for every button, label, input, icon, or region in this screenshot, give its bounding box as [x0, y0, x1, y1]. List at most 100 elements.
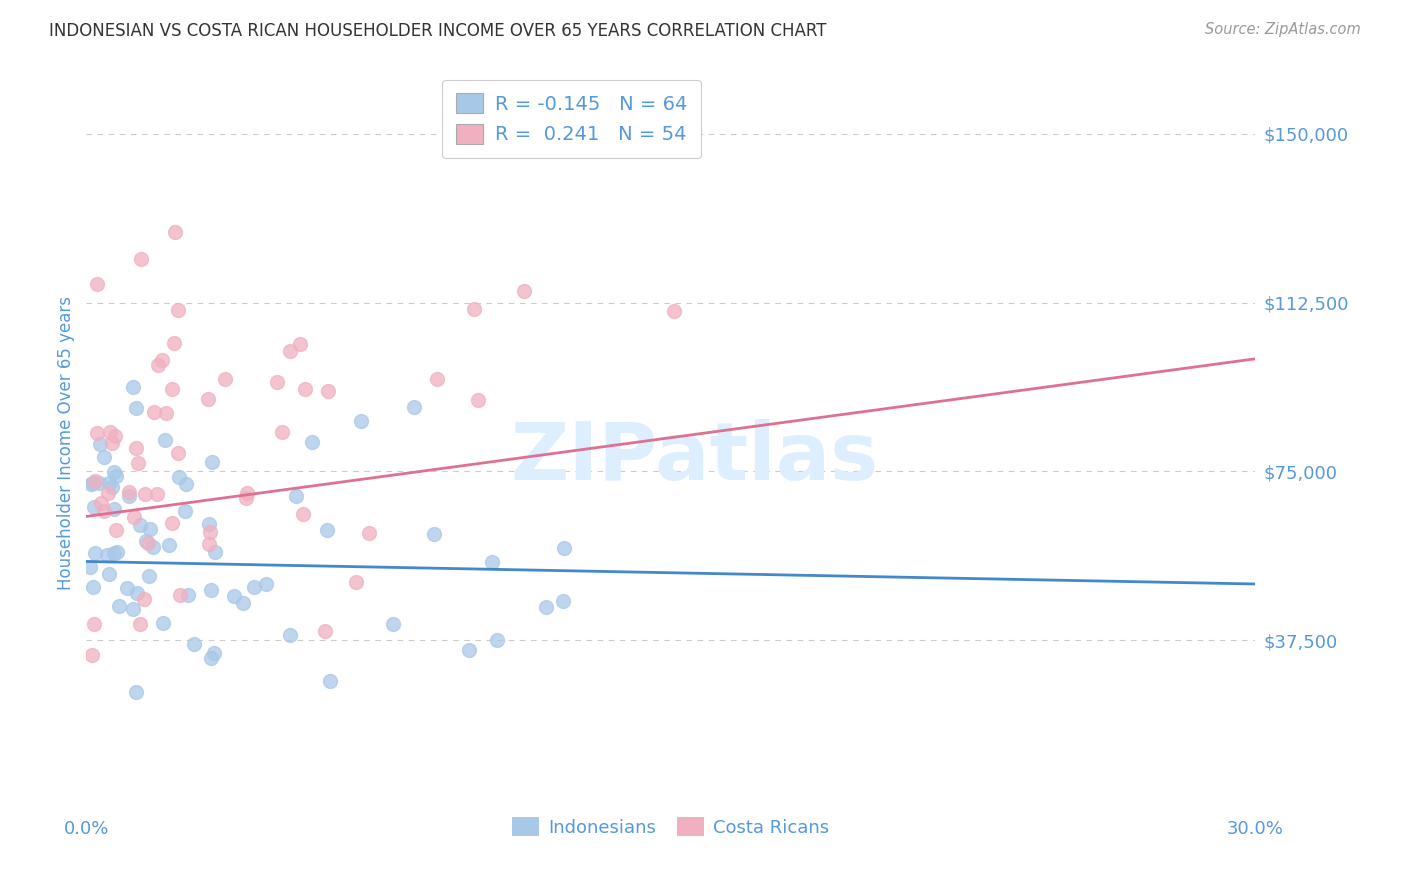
Point [103, 466, 125, 480]
Point [146, 487, 169, 501]
Point [457, 643, 479, 657]
Point [344, 574, 367, 589]
Point [224, 589, 246, 603]
Point [82, 476, 104, 491]
Point [534, 599, 557, 614]
Point [93, 503, 115, 517]
Point [314, 624, 336, 639]
Point [157, 538, 180, 552]
Point [80, 476, 103, 491]
Point [160, 516, 183, 530]
Point [236, 485, 259, 500]
Point [198, 524, 221, 539]
Point [135, 533, 157, 548]
Point [197, 516, 219, 531]
Point [118, 485, 141, 500]
Point [122, 380, 145, 394]
Point [278, 343, 301, 358]
Point [166, 446, 188, 460]
Point [138, 568, 160, 582]
Legend: Indonesians, Costa Ricans: Indonesians, Costa Ricans [505, 810, 837, 844]
Point [292, 507, 315, 521]
Point [467, 393, 489, 408]
Point [301, 435, 323, 450]
Point [136, 535, 159, 549]
Point [96, 549, 118, 563]
Point [79, 560, 101, 574]
Point [104, 429, 127, 443]
Point [125, 401, 148, 416]
Point [285, 489, 308, 503]
Point [142, 541, 165, 555]
Point [232, 596, 254, 610]
Point [98, 566, 121, 581]
Point [98, 475, 121, 490]
Point [315, 523, 337, 537]
Point [86, 425, 108, 440]
Point [83, 617, 105, 632]
Point [80, 648, 103, 663]
Point [183, 636, 205, 650]
Point [103, 502, 125, 516]
Point [316, 384, 339, 399]
Point [83, 500, 105, 515]
Point [198, 536, 221, 550]
Point [176, 477, 198, 491]
Point [122, 602, 145, 616]
Point [152, 616, 174, 631]
Point [115, 581, 138, 595]
Point [254, 576, 277, 591]
Point [243, 580, 266, 594]
Point [87, 475, 110, 490]
Point [143, 404, 166, 418]
Point [553, 541, 575, 556]
Point [146, 358, 169, 372]
Point [382, 616, 405, 631]
Point [129, 252, 152, 266]
Point [214, 372, 236, 386]
Point [127, 586, 149, 600]
Point [463, 301, 485, 316]
Point [357, 526, 380, 541]
Point [163, 335, 186, 350]
Text: Source: ZipAtlas.com: Source: ZipAtlas.com [1205, 22, 1361, 37]
Point [177, 587, 200, 601]
Point [402, 400, 425, 414]
Point [108, 599, 131, 614]
Point [105, 469, 128, 483]
Point [197, 392, 219, 406]
Point [155, 406, 177, 420]
Point [150, 352, 173, 367]
Point [125, 441, 148, 455]
Point [97, 486, 120, 500]
Point [125, 685, 148, 699]
Point [485, 633, 508, 648]
Point [204, 544, 226, 558]
Point [169, 588, 191, 602]
Point [122, 510, 145, 524]
Point [278, 628, 301, 642]
Point [266, 375, 288, 389]
Point [155, 433, 177, 447]
Y-axis label: Householder Income Over 65 years: Householder Income Over 65 years [58, 296, 75, 591]
Text: ZIPatlas: ZIPatlas [510, 419, 879, 497]
Point [127, 456, 149, 470]
Point [84, 474, 107, 488]
Point [167, 303, 190, 318]
Point [165, 226, 187, 240]
Point [101, 480, 124, 494]
Point [132, 592, 155, 607]
Point [349, 414, 371, 428]
Point [139, 522, 162, 536]
Point [173, 503, 195, 517]
Point [169, 470, 191, 484]
Point [89, 436, 111, 450]
Point [84, 546, 107, 560]
Point [105, 545, 128, 559]
Point [86, 277, 108, 292]
Point [271, 425, 294, 439]
Point [134, 487, 156, 501]
Point [664, 303, 686, 318]
Point [118, 490, 141, 504]
Point [423, 526, 446, 541]
